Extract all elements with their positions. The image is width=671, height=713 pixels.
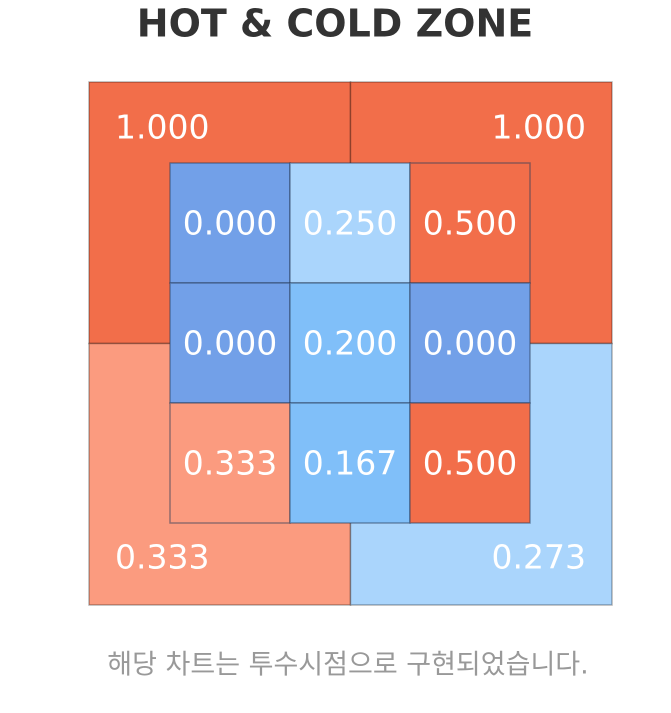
outer-zone-label: 1.000 (115, 108, 209, 147)
chart-title: HOT & COLD ZONE (137, 2, 533, 46)
footnote: 해당 차트는 투수시점으로 구현되었습니다. (107, 650, 588, 681)
inner-zone-label: 0.500 (423, 444, 517, 483)
inner-zone-label: 0.000 (183, 204, 277, 243)
inner-zone-label: 0.000 (423, 324, 517, 363)
outer-zone-label: 0.273 (492, 538, 586, 577)
outer-zone-label: 0.333 (115, 538, 209, 577)
inner-zone-label: 0.250 (303, 204, 397, 243)
inner-zone-label: 0.500 (423, 204, 517, 243)
inner-zone (409, 402, 531, 524)
inner-zone (169, 282, 291, 404)
outer-zone-label: 1.000 (492, 108, 586, 147)
inner-zone-label: 0.333 (183, 444, 277, 483)
inner-zone (169, 162, 291, 284)
inner-zone-label: 0.167 (303, 444, 397, 483)
inner-zone (289, 402, 411, 524)
inner-zone-label: 0.000 (183, 324, 277, 363)
inner-zone (409, 282, 531, 404)
inner-zone (289, 162, 411, 284)
inner-zone-label: 0.200 (303, 324, 397, 363)
